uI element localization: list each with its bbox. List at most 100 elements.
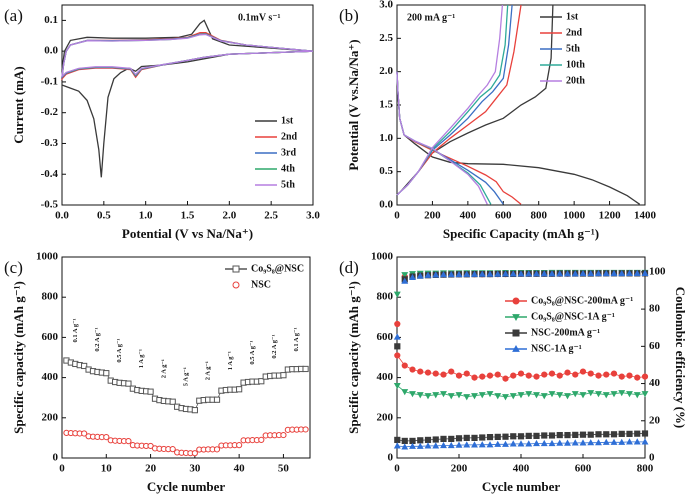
marker [236,442,243,449]
marker [417,437,424,444]
rate-label: 1 A g⁻¹ [138,349,145,368]
y2-tick-label: 100 [649,265,666,277]
marker [633,438,641,445]
marker [509,393,517,400]
marker [440,391,447,398]
y-tick-label: 0.1 [44,14,58,26]
marker [595,372,602,379]
marker [440,435,447,443]
x-tick-label: 3.0 [306,210,320,222]
x-tick-label: 200 [424,210,441,222]
marker [401,277,409,284]
y-tick-label: 400 [42,371,59,383]
marker [455,372,463,379]
y-tick-label: -0.2 [41,106,59,118]
marker [641,430,649,437]
marker [169,398,176,405]
marker [502,440,509,447]
x-axis-label: Specific Capacity (mAh g⁻¹) [443,226,599,241]
x-tick-label: 40 [234,463,246,475]
marker [556,392,564,399]
legend-label: NSC [251,279,271,290]
x-tick-label: 0 [59,463,65,475]
marker [394,436,401,444]
marker [409,442,416,449]
y-axis-label: Potential (V vs.Na/Na⁺) [346,39,361,170]
x-tick-label: 800 [637,463,654,475]
marker [103,370,110,377]
marker [232,281,240,289]
marker [634,374,641,381]
marker [401,272,409,279]
rate-label: 1 A g⁻¹ [227,351,234,370]
marker [394,320,401,328]
marker [424,271,432,278]
x-tick-label: 600 [495,210,512,222]
marker [471,374,478,381]
marker [564,270,571,277]
marker [440,371,447,378]
marker [626,391,633,398]
marker [393,291,401,298]
legend-label: 10th [566,59,585,70]
marker [572,431,579,438]
series-group [396,4,641,205]
marker [633,392,641,399]
marker [478,441,486,448]
legend-label: 2nd [281,131,298,142]
legend-label: 1st [281,115,294,126]
marker [479,373,486,380]
marker [432,370,439,377]
rate-label: 0.5 A g⁻¹ [249,341,256,365]
x-tick-label: 10 [101,463,113,475]
marker [447,441,455,449]
series-line [61,33,314,79]
marker [572,371,579,378]
marker [610,431,618,438]
marker [541,371,548,378]
y-tick-label: 0 [53,452,59,464]
marker [564,431,571,439]
y-tick-label: 0.0 [44,45,58,57]
marker [81,430,88,437]
marker [556,372,563,379]
marker [213,446,221,453]
y-tick-label: 1000 [371,251,394,263]
marker [169,446,176,453]
marker [525,391,533,398]
marker [633,269,641,276]
marker [564,393,571,400]
marker [448,435,455,443]
marker [610,269,618,277]
x-tick-label: 0.5 [97,210,111,222]
marker [463,270,471,277]
y-tick-label: 0 [388,452,394,464]
marker [486,391,494,398]
marker [602,438,610,445]
y-tick-label: -0.4 [41,168,59,180]
marker [579,269,587,277]
y2-axis-label: Coulombic efficiency (%) [673,287,685,429]
marker [463,370,470,377]
series-group [61,19,314,178]
marker [494,371,501,378]
marker [401,362,408,369]
x-tick-label: 800 [530,210,547,222]
x-tick-label: 0.0 [55,210,69,222]
x-tick-label: 1.0 [139,210,153,222]
marker [512,314,520,322]
marker [147,388,154,395]
plot-frame [396,256,646,459]
marker [602,269,610,277]
marker [579,439,587,446]
marker [494,270,502,277]
marker [455,435,463,442]
marker [618,430,625,437]
rate-label: 0.1 A g⁻¹ [72,318,79,342]
y-tick-label: 1000 [36,251,59,263]
marker [494,433,501,440]
x-axis-label: Cycle number [482,479,561,494]
marker [447,270,455,278]
marker [409,391,416,398]
marker [409,366,416,373]
